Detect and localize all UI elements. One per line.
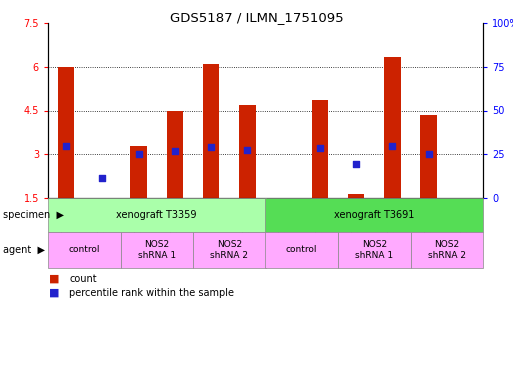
Text: GDS5187 / ILMN_1751095: GDS5187 / ILMN_1751095 xyxy=(170,12,343,25)
Bar xyxy=(130,146,147,198)
Text: control: control xyxy=(69,245,100,255)
Text: xenograft T3359: xenograft T3359 xyxy=(116,210,197,220)
Bar xyxy=(421,115,437,198)
Text: NOS2
shRNA 1: NOS2 shRNA 1 xyxy=(137,240,176,260)
Text: specimen  ▶: specimen ▶ xyxy=(3,210,64,220)
Bar xyxy=(312,100,328,198)
Point xyxy=(62,142,70,149)
Point xyxy=(352,161,360,167)
Bar xyxy=(384,56,401,198)
Text: ■: ■ xyxy=(49,288,59,298)
Point xyxy=(388,142,397,149)
Text: NOS2
shRNA 2: NOS2 shRNA 2 xyxy=(210,240,248,260)
Point xyxy=(207,144,215,150)
Text: percentile rank within the sample: percentile rank within the sample xyxy=(69,288,234,298)
Bar xyxy=(348,194,364,198)
Text: ■: ■ xyxy=(49,274,59,284)
Text: NOS2
shRNA 1: NOS2 shRNA 1 xyxy=(355,240,393,260)
Bar xyxy=(58,67,74,198)
Text: xenograft T3691: xenograft T3691 xyxy=(334,210,415,220)
Text: NOS2
shRNA 2: NOS2 shRNA 2 xyxy=(428,240,466,260)
Text: count: count xyxy=(69,274,97,284)
Bar xyxy=(167,111,183,198)
Text: control: control xyxy=(286,245,318,255)
Point xyxy=(134,151,143,157)
Bar xyxy=(203,64,219,198)
Point xyxy=(171,148,179,154)
Text: agent  ▶: agent ▶ xyxy=(3,245,45,255)
Point xyxy=(425,151,433,157)
Point xyxy=(316,146,324,152)
Bar xyxy=(239,105,255,198)
Point xyxy=(98,174,107,180)
Point xyxy=(243,147,251,153)
